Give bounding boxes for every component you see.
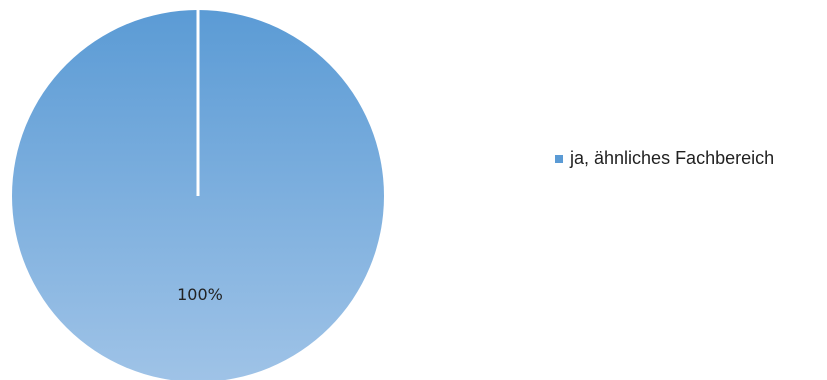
data-label: 100% [177,285,223,304]
legend: ja, ähnliches Fachbereich [555,148,774,169]
legend-swatch [555,154,563,163]
legend-label: ja, ähnliches Fachbereich [570,148,775,168]
